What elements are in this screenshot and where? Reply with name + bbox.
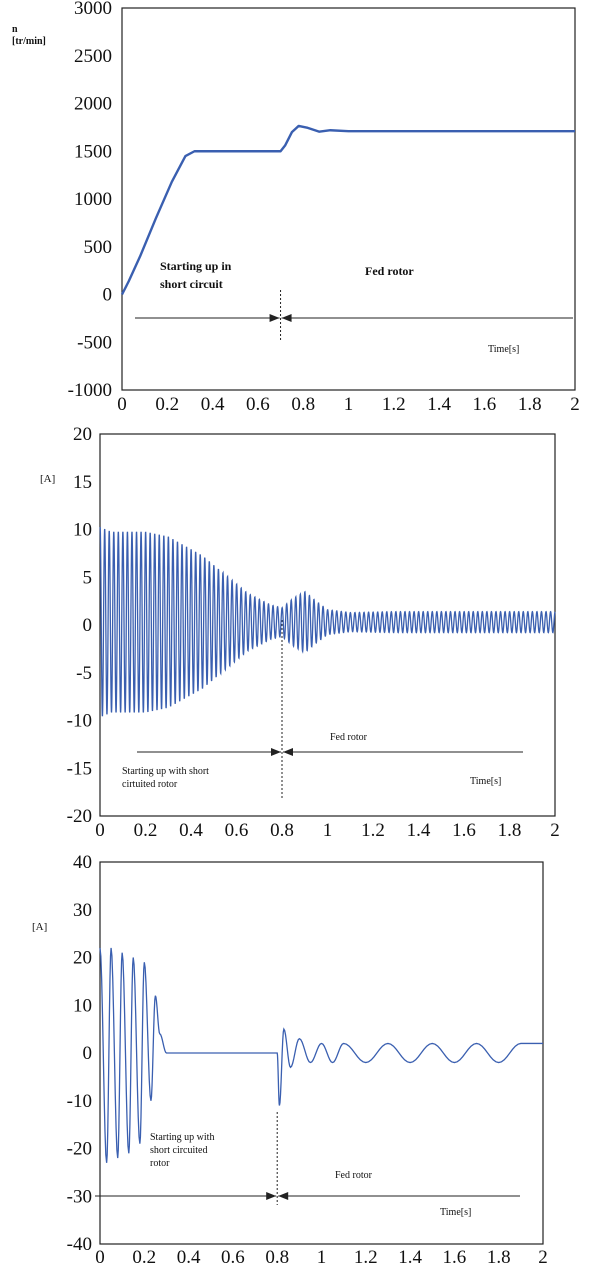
x-axis-label: Time[s] [470,776,501,787]
y-tick-label: 2500 [74,46,112,67]
y-tick-label: -30 [67,1186,92,1207]
annotation-startup: Starting up with [150,1132,214,1143]
x-tick-label: 0.6 [221,1247,245,1268]
x-tick-label: 2 [550,820,560,841]
y-tick-label: -1000 [68,380,112,401]
annotation-startup: short circuit [160,277,223,291]
x-tick-label: 1.8 [498,820,522,841]
startup-arrow-head [269,314,280,322]
annotation-fed-rotor: Fed rotor [330,732,368,743]
x-tick-label: 0 [95,1247,105,1268]
x-tick-label: 0 [117,394,127,415]
x-axis-label: Time[s] [440,1207,471,1218]
annotation-startup: short circuited [150,1145,207,1156]
y-tick-label: -15 [67,758,92,779]
x-tick-label: 0.8 [291,394,315,415]
fed-rotor-arrow-head [281,314,292,322]
fed-rotor-arrow-head [283,748,293,756]
y-tick-label: 2000 [74,94,112,115]
y-axis-label: [A] [32,921,47,933]
series-line [99,526,556,717]
x-tick-label: 0.6 [246,394,270,415]
x-tick-label: 1 [344,394,354,415]
x-tick-label: 1.4 [427,394,451,415]
startup-arrow-head [266,1192,277,1200]
y-tick-label: 10 [73,995,92,1016]
plot-frame [99,433,556,817]
y-axis-label: [tr/min] [12,36,46,47]
x-tick-label: 1.4 [407,820,431,841]
x-tick-label: 1.8 [518,394,542,415]
annotation-startup: Starting up with short [122,766,209,777]
x-tick-label: 1.4 [398,1247,422,1268]
y-tick-label: 3000 [74,0,112,19]
startup-arrow-head [271,748,281,756]
x-tick-label: 1.8 [487,1247,511,1268]
y-tick-label: 40 [73,852,92,873]
x-tick-label: 0.4 [201,394,225,415]
x-tick-label: 1 [317,1247,327,1268]
plot-frame [121,7,576,391]
annotation-fed-rotor: Fed rotor [365,264,414,278]
y-tick-label: -20 [67,1139,92,1160]
x-tick-label: 0 [95,820,105,841]
x-tick-label: 1.2 [382,394,406,415]
y-tick-label: 500 [84,237,113,258]
x-tick-label: 1.2 [354,1247,378,1268]
series-line [120,124,575,296]
y-tick-label: 10 [73,520,92,541]
x-tick-label: 1.6 [452,820,476,841]
x-tick-label: 2 [538,1247,548,1268]
x-tick-label: 1 [323,820,333,841]
x-tick-label: 0.8 [270,820,294,841]
x-tick-label: 0.4 [177,1247,201,1268]
annotation-fed-rotor: Fed rotor [335,1170,373,1181]
y-tick-label: 0 [103,285,113,306]
series-line [99,947,543,1163]
y-tick-label: 0 [83,615,93,636]
y-tick-label: 1500 [74,141,112,162]
x-tick-label: 0.8 [265,1247,289,1268]
y-tick-label: 20 [73,948,92,969]
y-tick-label: 30 [73,900,92,921]
y-tick-label: 1000 [74,189,112,210]
x-tick-label: 0.2 [132,1247,156,1268]
y-axis-label: [A] [40,473,55,485]
y-tick-label: -5 [76,663,92,684]
y-tick-label: -500 [77,332,112,353]
y-tick-label: -10 [67,1091,92,1112]
x-tick-label: 2 [570,394,580,415]
annotation-startup: rotor [150,1158,170,1169]
y-tick-label: -10 [67,711,92,732]
y-tick-label: 15 [73,472,92,493]
annotation-startup: Starting up in [160,259,232,273]
x-tick-label: 0.2 [155,394,179,415]
x-tick-label: 1.6 [443,1247,467,1268]
y-tick-label: -40 [67,1234,92,1255]
fed-rotor-arrow-head [278,1192,289,1200]
plot-frame [99,861,544,1245]
x-tick-label: 0.2 [134,820,158,841]
annotation-startup: cirtuited rotor [122,779,178,790]
y-tick-label: 20 [73,424,92,445]
y-tick-label: 5 [83,567,93,588]
y-tick-label: -20 [67,806,92,827]
x-tick-label: 1.6 [473,394,497,415]
x-tick-label: 1.2 [361,820,385,841]
x-tick-label: 0.6 [225,820,249,841]
y-axis-label: n [12,24,18,35]
x-tick-label: 0.4 [179,820,203,841]
x-axis-label: Time[s] [488,344,519,355]
y-tick-label: 0 [83,1043,93,1064]
